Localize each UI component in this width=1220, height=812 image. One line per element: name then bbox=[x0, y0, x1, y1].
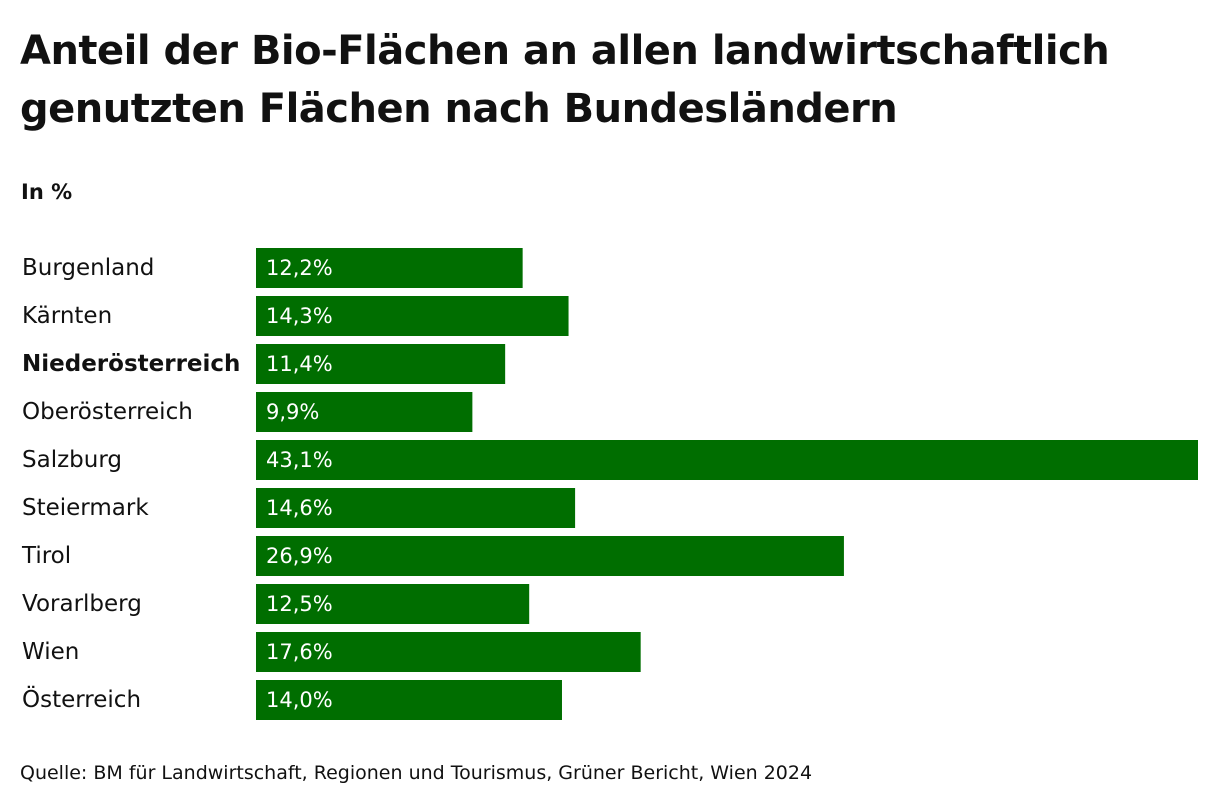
bar bbox=[256, 632, 641, 672]
value-label: 11,4% bbox=[266, 352, 333, 376]
category-label: Niederösterreich bbox=[22, 351, 240, 377]
value-label: 12,2% bbox=[266, 256, 333, 280]
category-label: Wien bbox=[22, 639, 79, 665]
source-note: Quelle: BM für Landwirtschaft, Regionen … bbox=[20, 762, 813, 784]
category-label: Vorarlberg bbox=[22, 591, 142, 617]
category-label: Österreich bbox=[22, 685, 141, 713]
bar bbox=[256, 344, 506, 384]
bar bbox=[256, 440, 1198, 480]
value-label: 12,5% bbox=[266, 592, 333, 616]
category-label: Steiermark bbox=[22, 495, 149, 521]
chart-title: Anteil der Bio-Flächen an allen landwirt… bbox=[20, 28, 1110, 132]
category-label: Burgenland bbox=[22, 255, 154, 281]
value-label: 14,6% bbox=[266, 496, 333, 520]
category-label: Tirol bbox=[21, 543, 71, 569]
value-label: 26,9% bbox=[266, 544, 333, 568]
bar bbox=[256, 248, 523, 288]
category-label: Salzburg bbox=[22, 447, 122, 473]
value-label: 14,0% bbox=[266, 688, 333, 712]
bar bbox=[256, 680, 562, 720]
category-label: Kärnten bbox=[22, 303, 112, 329]
bar bbox=[256, 392, 473, 432]
bar bbox=[256, 536, 844, 576]
value-label: 43,1% bbox=[266, 448, 333, 472]
bar bbox=[256, 296, 569, 336]
bar bbox=[256, 584, 530, 624]
unit-label: In % bbox=[21, 180, 73, 204]
value-label: 9,9% bbox=[266, 400, 319, 424]
bar-chart: Burgenland 12,2% Kärnten 14,3% Niederösterre… bbox=[21, 248, 1198, 720]
bar bbox=[256, 488, 576, 528]
value-label: 14,3% bbox=[266, 304, 333, 328]
category-label: Oberösterreich bbox=[22, 399, 193, 425]
value-label: 17,6% bbox=[266, 640, 333, 664]
